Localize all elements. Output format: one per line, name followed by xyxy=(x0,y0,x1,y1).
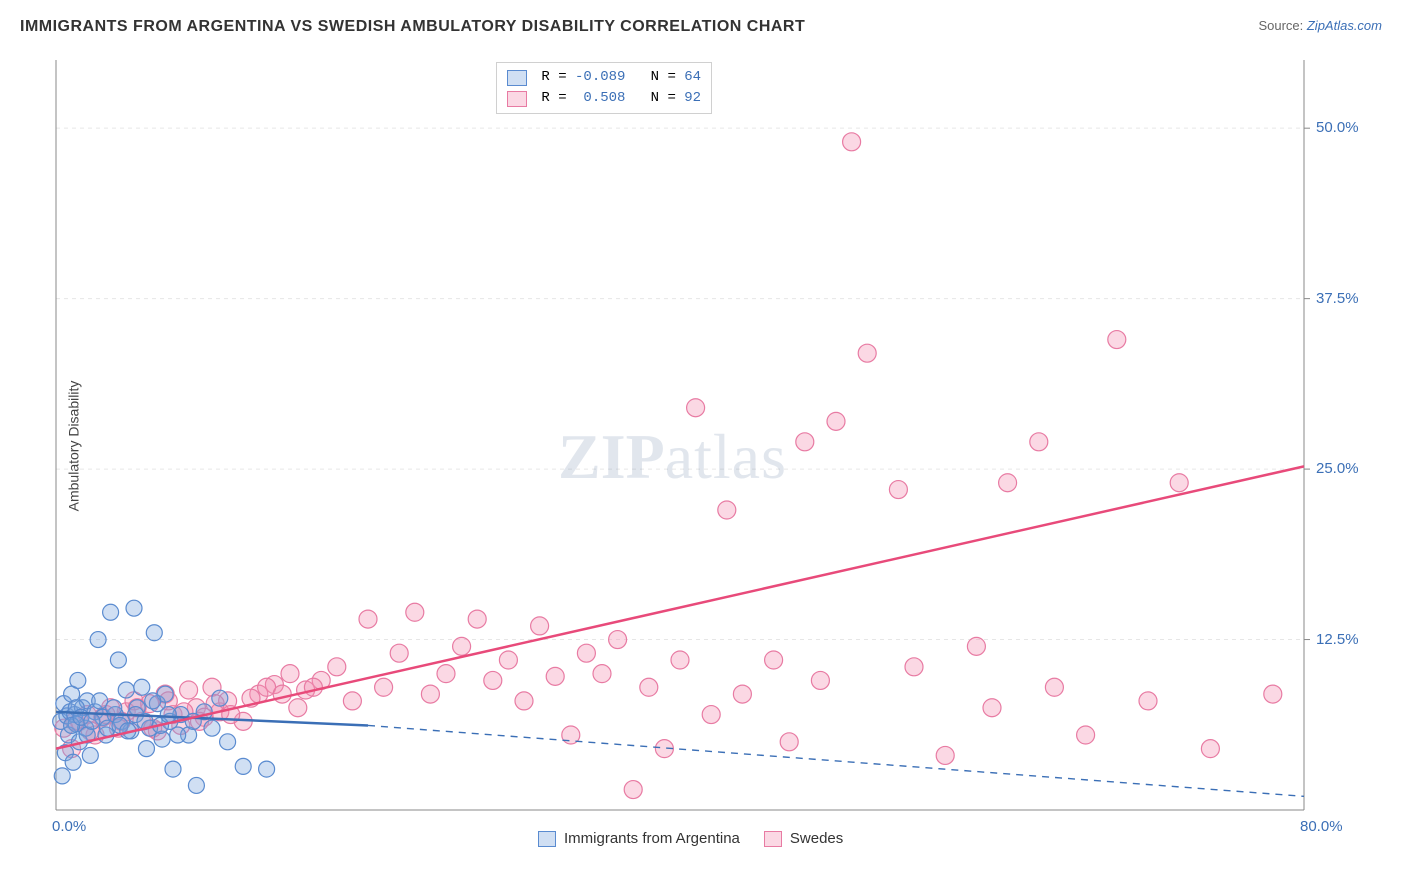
legend-stat-row: R = 0.508 N = 92 xyxy=(507,88,701,109)
chart-title: IMMIGRANTS FROM ARGENTINA VS SWEDISH AMB… xyxy=(20,18,805,36)
legend-series-label: Immigrants from Argentina xyxy=(564,830,740,847)
legend-series-label: Swedes xyxy=(790,830,843,847)
y-tick: 12.5% xyxy=(1316,631,1376,648)
legend-swatch xyxy=(507,70,527,86)
scatter-plot: ZIPatlas R = -0.089 N = 64 R = 0.508 N =… xyxy=(48,60,1364,840)
legend-series-item: Immigrants from Argentina xyxy=(538,830,740,847)
x-tick: 0.0% xyxy=(52,818,86,835)
legend-stat-text: R = -0.089 N = 64 xyxy=(533,67,701,88)
legend-swatch xyxy=(764,831,782,847)
y-tick: 50.0% xyxy=(1316,119,1376,136)
legend-stat-row: R = -0.089 N = 64 xyxy=(507,67,701,88)
source-link[interactable]: ZipAtlas.com xyxy=(1307,18,1382,33)
plot-svg xyxy=(48,60,1364,840)
legend-swatch xyxy=(507,91,527,107)
source-attribution: Source: ZipAtlas.com xyxy=(1258,18,1382,33)
legend-series-item: Swedes xyxy=(764,830,843,847)
y-tick: 37.5% xyxy=(1316,290,1376,307)
source-prefix: Source: xyxy=(1258,18,1306,33)
legend-swatch xyxy=(538,831,556,847)
correlation-legend: R = -0.089 N = 64 R = 0.508 N = 92 xyxy=(496,62,712,114)
x-tick: 80.0% xyxy=(1300,818,1343,835)
legend-stat-text: R = 0.508 N = 92 xyxy=(533,88,701,109)
y-tick: 25.0% xyxy=(1316,460,1376,477)
series-legend: Immigrants from Argentina Swedes xyxy=(538,830,843,847)
